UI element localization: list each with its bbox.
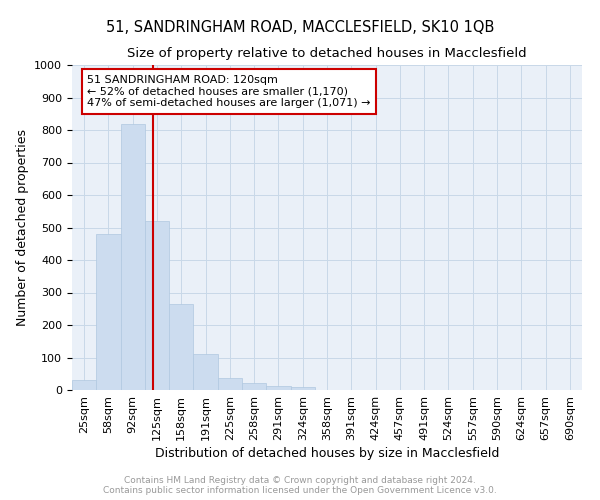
Bar xyxy=(169,304,193,390)
Bar xyxy=(193,354,218,390)
Bar xyxy=(96,234,121,390)
X-axis label: Distribution of detached houses by size in Macclesfield: Distribution of detached houses by size … xyxy=(155,447,499,460)
Bar xyxy=(145,221,169,390)
Text: 51 SANDRINGHAM ROAD: 120sqm
← 52% of detached houses are smaller (1,170)
47% of : 51 SANDRINGHAM ROAD: 120sqm ← 52% of det… xyxy=(88,74,371,108)
Bar xyxy=(290,388,315,390)
Bar xyxy=(218,378,242,390)
Bar xyxy=(242,383,266,390)
Y-axis label: Number of detached properties: Number of detached properties xyxy=(16,129,29,326)
Bar xyxy=(266,386,290,390)
Text: 51, SANDRINGHAM ROAD, MACCLESFIELD, SK10 1QB: 51, SANDRINGHAM ROAD, MACCLESFIELD, SK10… xyxy=(106,20,494,35)
Title: Size of property relative to detached houses in Macclesfield: Size of property relative to detached ho… xyxy=(127,46,527,60)
Bar xyxy=(72,380,96,390)
Text: Contains HM Land Registry data © Crown copyright and database right 2024.
Contai: Contains HM Land Registry data © Crown c… xyxy=(103,476,497,495)
Bar xyxy=(121,124,145,390)
